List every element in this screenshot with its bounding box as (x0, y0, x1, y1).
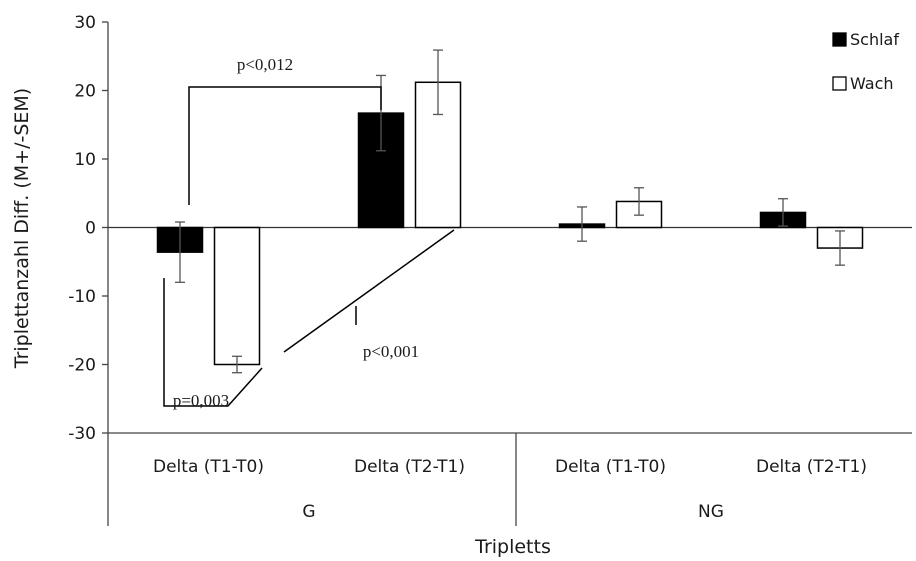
y-tick-label: -10 (68, 287, 96, 307)
legend-label: Wach (850, 74, 894, 93)
annotation-p012: p<0,012 (237, 55, 293, 74)
x-axis-title: Tripletts (474, 536, 551, 558)
error-bars (175, 49, 845, 374)
bracket-line-1 (188, 86, 382, 205)
y-tick-label: 30 (74, 13, 96, 33)
y-tick-label: -20 (68, 356, 96, 376)
bracket-line-2 (283, 229, 455, 353)
legend-label: Schlaf (850, 30, 899, 49)
group-label: NG (698, 502, 724, 522)
legend: Schlaf Wach (832, 30, 899, 93)
category-label: Delta (T2-T1) (756, 457, 867, 477)
y-tick-label: 10 (74, 150, 96, 170)
bar (213, 226, 261, 366)
category-label: Delta (T2-T1) (354, 457, 465, 477)
annotation-p003: p=0,003 (173, 391, 229, 410)
y-tick-label: 20 (74, 82, 96, 102)
y-axis-title: Triplettanzahl Diff. (M+/-SEM) (11, 88, 33, 369)
legend-swatch (832, 32, 847, 47)
bars (156, 81, 864, 366)
labels: Triplettanzahl Diff. (M+/-SEM) Tripletts… (11, 55, 551, 558)
y-tick-label: -30 (68, 424, 96, 444)
legend-swatch (832, 76, 847, 91)
axes: -30 -20 -10 0 10 20 30 Delta (T1-T0) Delta (T2-T… (68, 13, 912, 526)
category-label: Delta (T1-T0) (153, 457, 264, 477)
category-label: Delta (T1-T0) (555, 457, 666, 477)
group-label: G (302, 502, 315, 522)
bracket-line-3 (163, 278, 263, 407)
significance-brackets (163, 86, 455, 407)
annotation-p001: p<0,001 (363, 342, 419, 361)
y-tick-label: 0 (85, 219, 96, 239)
